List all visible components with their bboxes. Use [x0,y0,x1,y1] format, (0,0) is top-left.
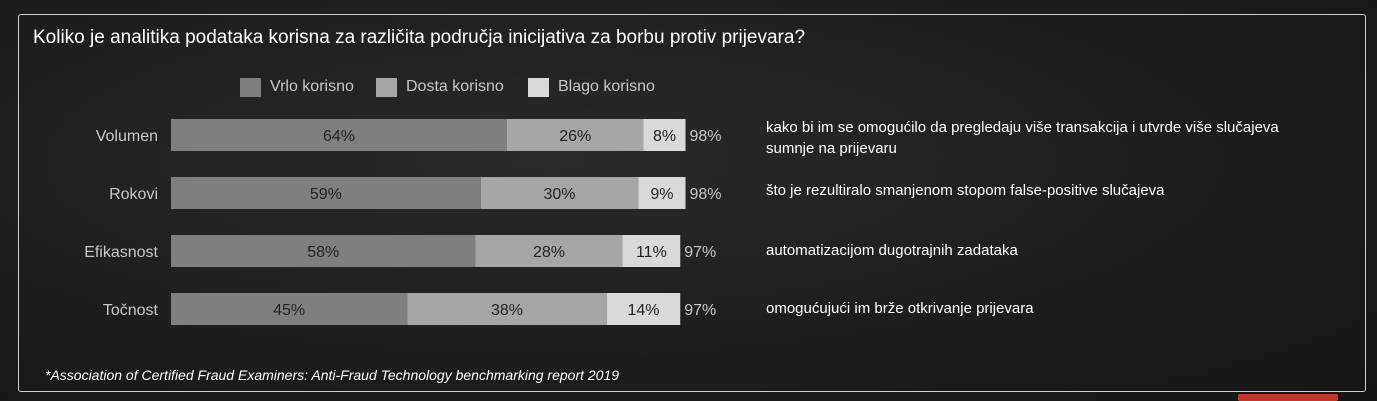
category-label: Efikasnost [84,244,158,261]
legend-label-dosta: Dosta korisno [406,78,504,95]
data-label: 9% [650,186,673,203]
note-rokovi: što je rezultiralo smanjenom stopom fals… [766,182,1165,199]
bar-segment [171,293,408,325]
category-label: Točnost [103,302,159,319]
legend-swatch-vrlo [240,78,261,97]
data-label: 59% [310,186,342,203]
bar-segment [606,293,681,325]
logo-fragment [1238,394,1338,401]
data-label: 45% [273,302,305,319]
data-label: 11% [636,244,667,261]
category-label: Rokovi [109,186,158,203]
note-volumen: kako bi im se omogućilo da pregledaju vi… [766,119,1279,157]
data-label: 8% [653,128,676,145]
category-label: Volumen [96,128,158,145]
bar-segment [480,177,639,209]
source-footnote: *Association of Certified Fraud Examiner… [45,367,620,383]
chart-title: Koliko je analitika podataka korisna za … [33,27,806,48]
bar-segment [638,177,686,209]
note-tocnost: omogućujući im brže otkrivanje prijevara [766,300,1034,317]
data-label: 14% [627,302,659,319]
total-label: 98% [690,128,722,145]
data-label: 58% [307,244,339,261]
bar-segment [507,119,644,151]
bar-segment [407,293,607,325]
data-label: 64% [323,128,355,145]
bar-segment [171,235,476,267]
total-label: 98% [690,186,722,203]
data-label: 38% [491,302,523,319]
bar-segment [171,119,507,151]
bar-segment [475,235,623,267]
legend-label-vrlo: Vrlo korisno [270,78,354,95]
legend-swatch-blago [528,78,549,97]
bar-segment [643,119,686,151]
total-label: 97% [684,244,716,261]
legend-swatch-dosta [376,78,397,97]
data-label: 26% [559,128,591,145]
data-label: 30% [543,186,575,203]
chart-frame [18,14,1366,392]
bar-segment [622,235,681,267]
legend-label-blago: Blago korisno [558,78,655,95]
note-efikasnost: automatizacijom dugotrajnih zadataka [766,242,1018,259]
bar-segment [171,177,481,209]
logo-fragment-shape [1238,394,1338,401]
data-label: 28% [533,244,565,261]
total-label: 97% [684,302,716,319]
